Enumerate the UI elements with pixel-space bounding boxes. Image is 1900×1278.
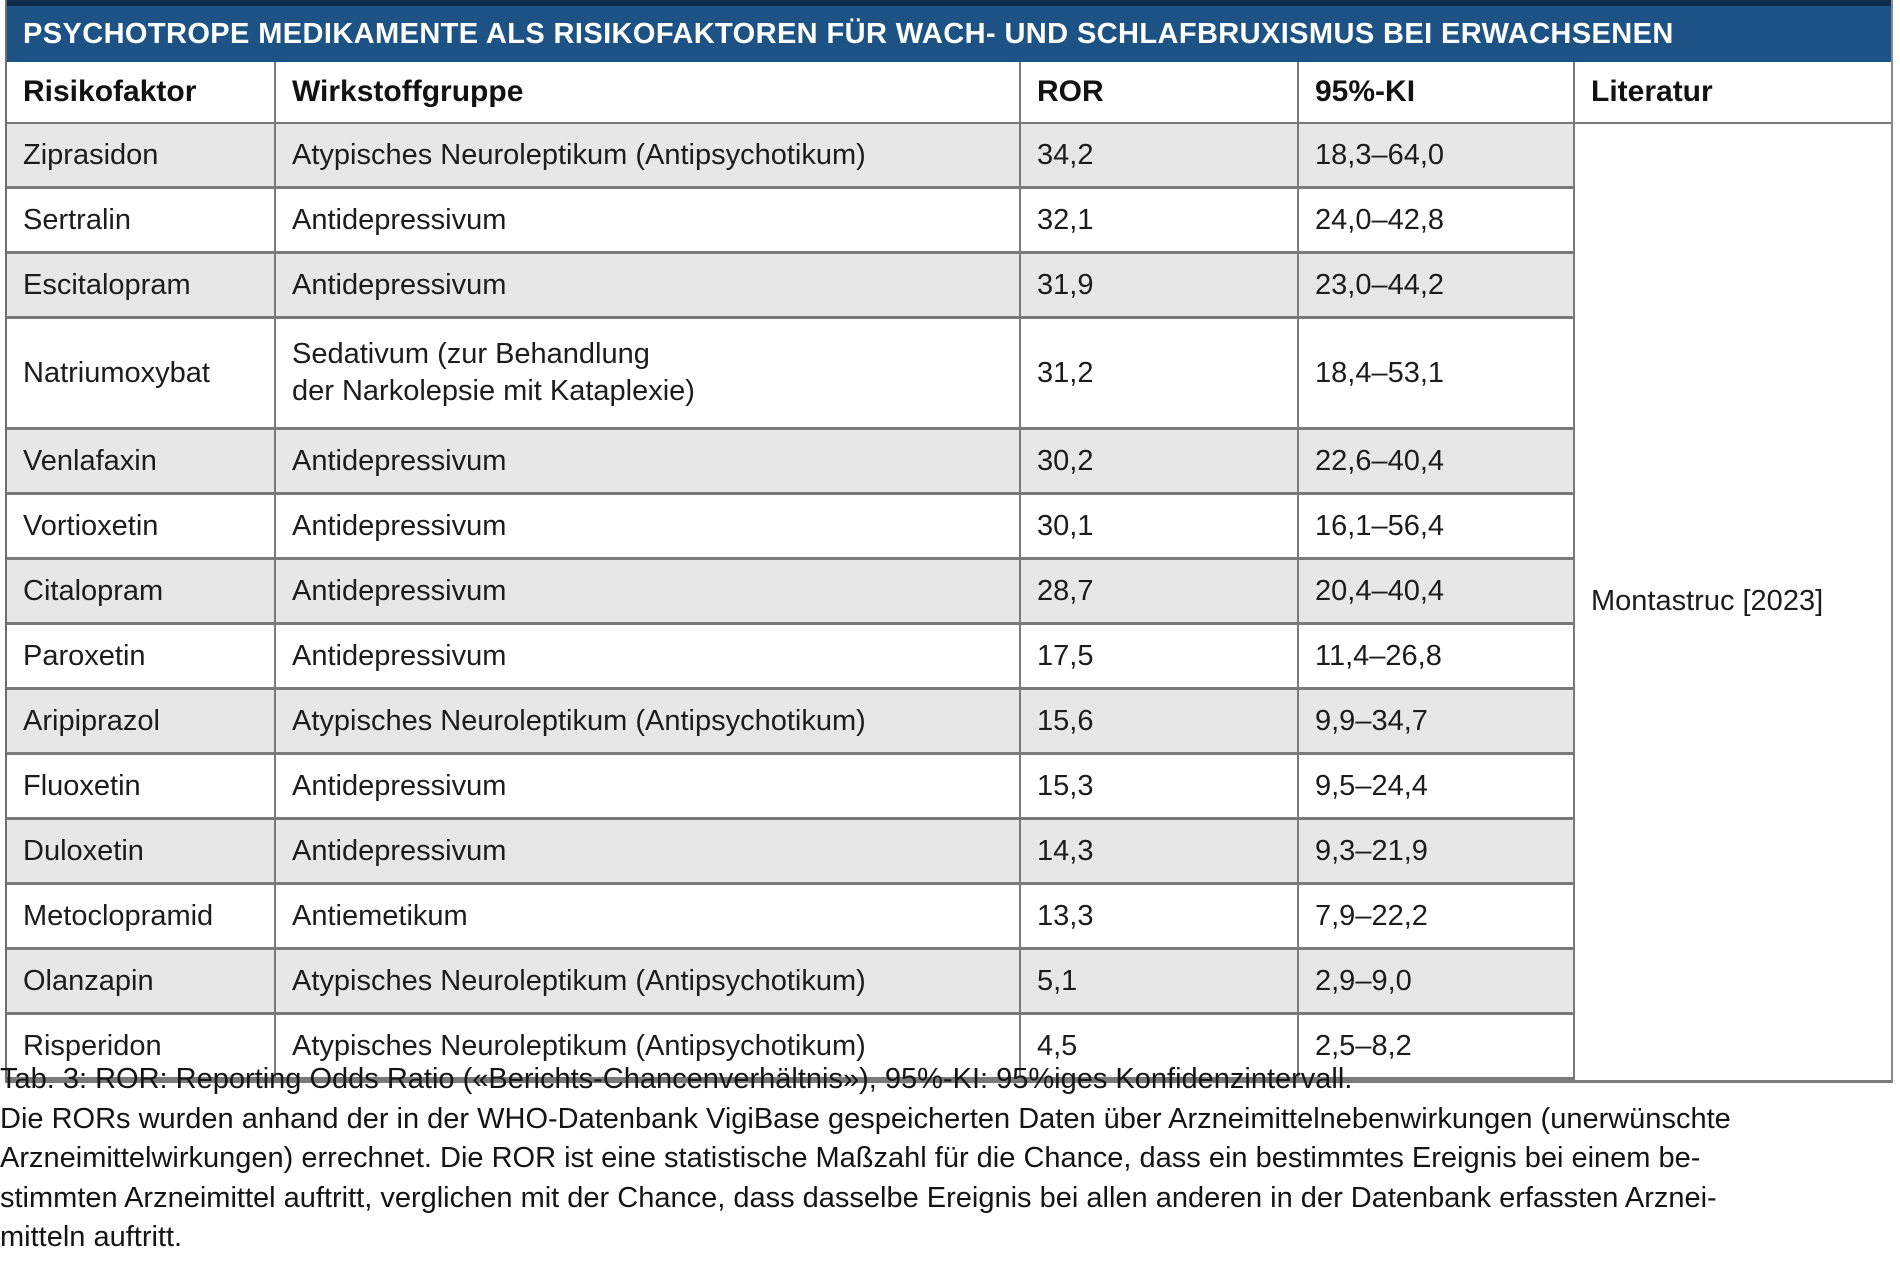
ki-value-cell: 23,0–44,2 (1297, 251, 1575, 319)
table-row: Paroxetin Antidepressivum 17,5 11,4–26,8 (7, 622, 1891, 690)
ror-value-cell: 30,1 (1019, 492, 1299, 560)
ror-value-cell: 28,7 (1019, 557, 1299, 625)
caption-line: Die RORs wurden anhand der in der WHO-Da… (0, 1102, 1731, 1135)
drug-group-cell: Atypisches Neuroleptikum (Antipsychotiku… (274, 947, 1021, 1015)
table-row: Ziprasidon Atypisches Neuroleptikum (Anti… (7, 122, 1891, 1079)
ki-value-cell: 24,0–42,8 (1297, 186, 1575, 254)
table-row: Duloxetin Antidepressivum 14,3 9,3–21,9 (7, 817, 1891, 885)
drug-group-cell: Antidepressivum (274, 752, 1021, 820)
risk-factor-cell: Ziprasidon (7, 122, 276, 189)
caption-line: mitteln auftritt. (0, 1221, 183, 1253)
risk-table: Risikofaktor Wirkstoffgruppe ROR 95%-KI … (7, 62, 1891, 1080)
ror-value-cell: 34,2 (1019, 122, 1299, 189)
ror-value-cell: 30,2 (1019, 427, 1299, 495)
ror-value-cell: 4,5 (1019, 1012, 1299, 1080)
table-row: Natriumoxybat Sedativum (zur Behandlung d… (7, 316, 1891, 430)
table-caption: Tab. 3: ROR: Reporting Odds Ratio («Beri… (0, 1060, 1900, 1258)
caption-line: Tab. 3: ROR: Reporting Odds Ratio («Beri… (0, 1063, 1353, 1095)
table-body: Ziprasidon Atypisches Neuroleptikum (Anti… (7, 122, 1891, 1080)
table-row: Olanzapin Atypisches Neuroleptikum (Antip… (7, 947, 1891, 1015)
table-title: PSYCHOTROPE MEDIKAMENTE ALS RISIKOFAKTOR… (23, 17, 1674, 50)
ki-value-cell: 11,4–26,8 (1297, 622, 1575, 690)
drug-group-cell: Atypisches Neuroleptikum (Antipsychotiku… (274, 122, 1021, 189)
ror-value-cell: 15,3 (1019, 752, 1299, 820)
drug-group-cell: Antiemetikum (274, 882, 1021, 950)
ki-value-cell: 9,3–21,9 (1297, 817, 1575, 885)
caption-line: stimmten Arzneimittel auftritt, verglich… (0, 1181, 1717, 1214)
risk-factor-cell: Escitalopram (7, 251, 276, 319)
column-header-risikofaktor: Risikofaktor (7, 62, 276, 124)
drug-group-cell: Antidepressivum (274, 492, 1021, 560)
table-row: Aripiprazol Atypisches Neuroleptikum (Ant… (7, 687, 1891, 755)
drug-group-cell: Sedativum (zur Behandlung der Narkolepsi… (274, 316, 1021, 430)
ki-value-cell: 2,5–8,2 (1297, 1012, 1575, 1080)
ki-value-cell: 20,4–40,4 (1297, 557, 1575, 625)
risk-factor-cell: Paroxetin (7, 622, 276, 690)
column-header-literatur: Literatur (1573, 62, 1891, 124)
risk-factor-cell: Venlafaxin (7, 427, 276, 495)
column-header-ror: ROR (1019, 62, 1299, 124)
table-row: Venlafaxin Antidepressivum 30,2 22,6–40,4 (7, 427, 1891, 495)
drug-group-cell: Atypisches Neuroleptikum (Antipsychotiku… (274, 687, 1021, 755)
ror-value-cell: 31,9 (1019, 251, 1299, 319)
risk-factor-cell: Duloxetin (7, 817, 276, 885)
header-row: Risikofaktor Wirkstoffgruppe ROR 95%-KI … (7, 62, 1891, 124)
caption-line: Arzneimittelwirkungen) errechnet. Die RO… (0, 1142, 1701, 1174)
ror-value-cell: 13,3 (1019, 882, 1299, 950)
risk-factor-cell: Aripiprazol (7, 687, 276, 755)
table-row: Vortioxetin Antidepressivum 30,1 16,1–56,4 (7, 492, 1891, 560)
table-row: Escitalopram Antidepressivum 31,9 23,0–44,2 (7, 251, 1891, 319)
ror-value-cell: 15,6 (1019, 687, 1299, 755)
column-header-95-ki: 95%-KI (1297, 62, 1575, 124)
ror-value-cell: 5,1 (1019, 947, 1299, 1015)
table-header: Risikofaktor Wirkstoffgruppe ROR 95%-KI … (7, 62, 1891, 124)
ror-value-cell: 14,3 (1019, 817, 1299, 885)
drug-group-cell: Antidepressivum (274, 622, 1021, 690)
ki-value-cell: 22,6–40,4 (1297, 427, 1575, 495)
table-row: Metoclopramid Antiemetikum 13,3 7,9–22,2 (7, 882, 1891, 950)
drug-group-cell: Antidepressivum (274, 817, 1021, 885)
ror-value-cell: 31,2 (1019, 316, 1299, 430)
table-row: Fluoxetin Antidepressivum 15,3 9,5–24,4 (7, 752, 1891, 820)
risk-factor-cell: Olanzapin (7, 947, 276, 1015)
column-header-wirkstoffgruppe: Wirkstoffgruppe (274, 62, 1021, 124)
risk-factor-cell: Risperidon (7, 1012, 276, 1080)
table-title-bar: PSYCHOTROPE MEDIKAMENTE ALS RISIKOFAKTOR… (7, 0, 1891, 62)
ki-value-cell: 9,9–34,7 (1297, 687, 1575, 755)
table-row: Risperidon Atypisches Neuroleptikum (Anti… (7, 1012, 1891, 1080)
drug-group-cell: Antidepressivum (274, 186, 1021, 254)
risk-table-panel: PSYCHOTROPE MEDIKAMENTE ALS RISIKOFAKTOR… (5, 0, 1893, 1083)
ror-value-cell: 32,1 (1019, 186, 1299, 254)
risk-factor-cell: Citalopram (7, 557, 276, 625)
drug-group-cell: Antidepressivum (274, 557, 1021, 625)
literature-cell: Montastruc [2023] (1573, 122, 1891, 1079)
ki-value-cell: 9,5–24,4 (1297, 752, 1575, 820)
ki-value-cell: 18,4–53,1 (1297, 316, 1575, 430)
drug-group-cell: Antidepressivum (274, 427, 1021, 495)
table-row: Sertralin Antidepressivum 32,1 24,0–42,8 (7, 186, 1891, 254)
ki-value-cell: 2,9–9,0 (1297, 947, 1575, 1015)
ror-value-cell: 17,5 (1019, 622, 1299, 690)
drug-group-cell: Atypisches Neuroleptikum (Antipsychotiku… (274, 1012, 1021, 1080)
drug-group-cell: Antidepressivum (274, 251, 1021, 319)
risk-factor-cell: Natriumoxybat (7, 316, 276, 430)
ki-value-cell: 16,1–56,4 (1297, 492, 1575, 560)
risk-factor-cell: Vortioxetin (7, 492, 276, 560)
risk-factor-cell: Metoclopramid (7, 882, 276, 950)
risk-factor-cell: Sertralin (7, 186, 276, 254)
ki-value-cell: 7,9–22,2 (1297, 882, 1575, 950)
risk-factor-cell: Fluoxetin (7, 752, 276, 820)
ki-value-cell: 18,3–64,0 (1297, 122, 1575, 189)
table-row: Citalopram Antidepressivum 28,7 20,4–40,4 (7, 557, 1891, 625)
